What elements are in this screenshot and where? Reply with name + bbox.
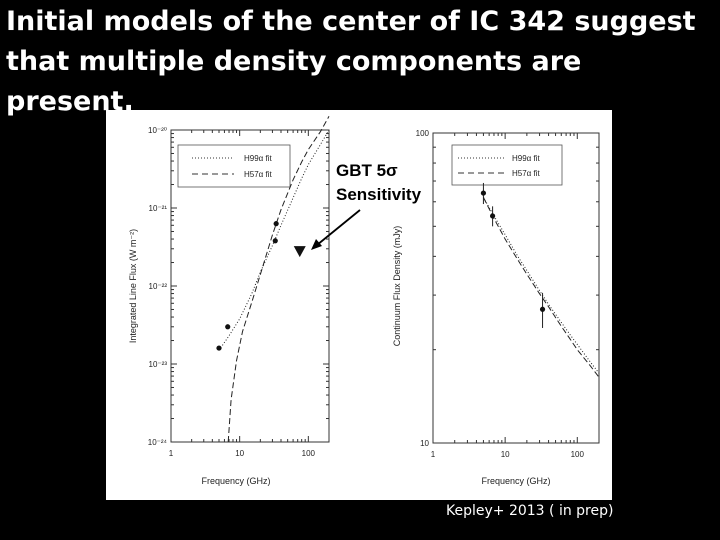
y-tick-label: 10⁻²⁰ — [148, 126, 167, 135]
y-tick-label: 10⁻²¹ — [149, 204, 168, 213]
y-tick-label: 10⁻²⁴ — [148, 438, 168, 447]
right-legend-box — [451, 144, 563, 186]
data-point — [489, 213, 496, 219]
h57-fit-line — [482, 197, 600, 378]
callout-arrow-head — [311, 239, 322, 250]
data-point — [539, 306, 546, 312]
citation-credit: Kepley+ 2013 ( in prep) — [446, 503, 614, 519]
left-legend-label-h57: H57α fit — [244, 170, 273, 179]
data-point — [272, 238, 278, 244]
right-plot-frame — [432, 132, 600, 444]
y-tick-label: 10⁻²² — [149, 282, 168, 291]
callout-background — [332, 158, 432, 204]
y-tick-label: 100 — [416, 129, 430, 138]
right-y-axis-label: Continuum Flux Density (mJy) — [392, 226, 402, 347]
left-legend: H99α fit H57α fit — [177, 144, 291, 188]
slide-title: Initial models of the center of IC 342 s… — [6, 6, 696, 117]
data-point — [480, 190, 487, 196]
right-legend-label-h57: H57α fit — [512, 169, 541, 178]
left-plot: 1 10 100 10⁻²⁰ 10⁻²¹ 10⁻²² 10⁻²³ 10⁻²⁴ H99α fit… — [128, 116, 330, 486]
callout-line-1: GBT 5σ — [336, 161, 398, 180]
h99-fit-line — [482, 197, 600, 374]
right-x-axis-label: Frequency (GHz) — [481, 476, 550, 486]
right-series-layer — [480, 182, 600, 378]
data-point — [273, 221, 279, 227]
x-tick-label: 100 — [571, 450, 585, 459]
left-legend-label-h99: H99α fit — [244, 154, 273, 163]
h99-fit-line — [218, 129, 330, 351]
right-legend: H99α fit H57α fit — [451, 144, 563, 186]
x-tick-label: 10 — [501, 450, 510, 459]
left-axis-ticks: 1 10 100 10⁻²⁰ 10⁻²¹ 10⁻²² 10⁻²³ 10⁻²⁴ — [148, 126, 330, 458]
x-tick-label: 1 — [431, 450, 436, 459]
left-y-axis-label: Integrated Line Flux (W m⁻²) — [128, 229, 138, 343]
x-tick-label: 100 — [302, 449, 316, 458]
callout-line-2: Sensitivity — [336, 185, 422, 204]
gbt-limit-marker — [293, 246, 306, 258]
left-legend-box — [177, 144, 291, 188]
left-series-layer — [216, 116, 330, 443]
figure-panel: 1 10 100 10⁻²⁰ 10⁻²¹ 10⁻²² 10⁻²³ 10⁻²⁴ H99α fit… — [106, 110, 612, 500]
y-tick-label: 10⁻²³ — [149, 360, 168, 369]
x-tick-label: 1 — [169, 449, 174, 458]
right-legend-label-h99: H99α fit — [512, 154, 541, 163]
data-point — [216, 345, 222, 351]
callout-arrow-line — [316, 209, 361, 246]
h57-fit-line — [227, 116, 330, 443]
data-point — [225, 324, 231, 330]
left-x-axis-label: Frequency (GHz) — [201, 476, 270, 486]
gbt-callout: GBT 5σ Sensitivity — [311, 158, 432, 250]
y-tick-label: 10 — [420, 439, 429, 448]
x-tick-label: 10 — [235, 449, 244, 458]
